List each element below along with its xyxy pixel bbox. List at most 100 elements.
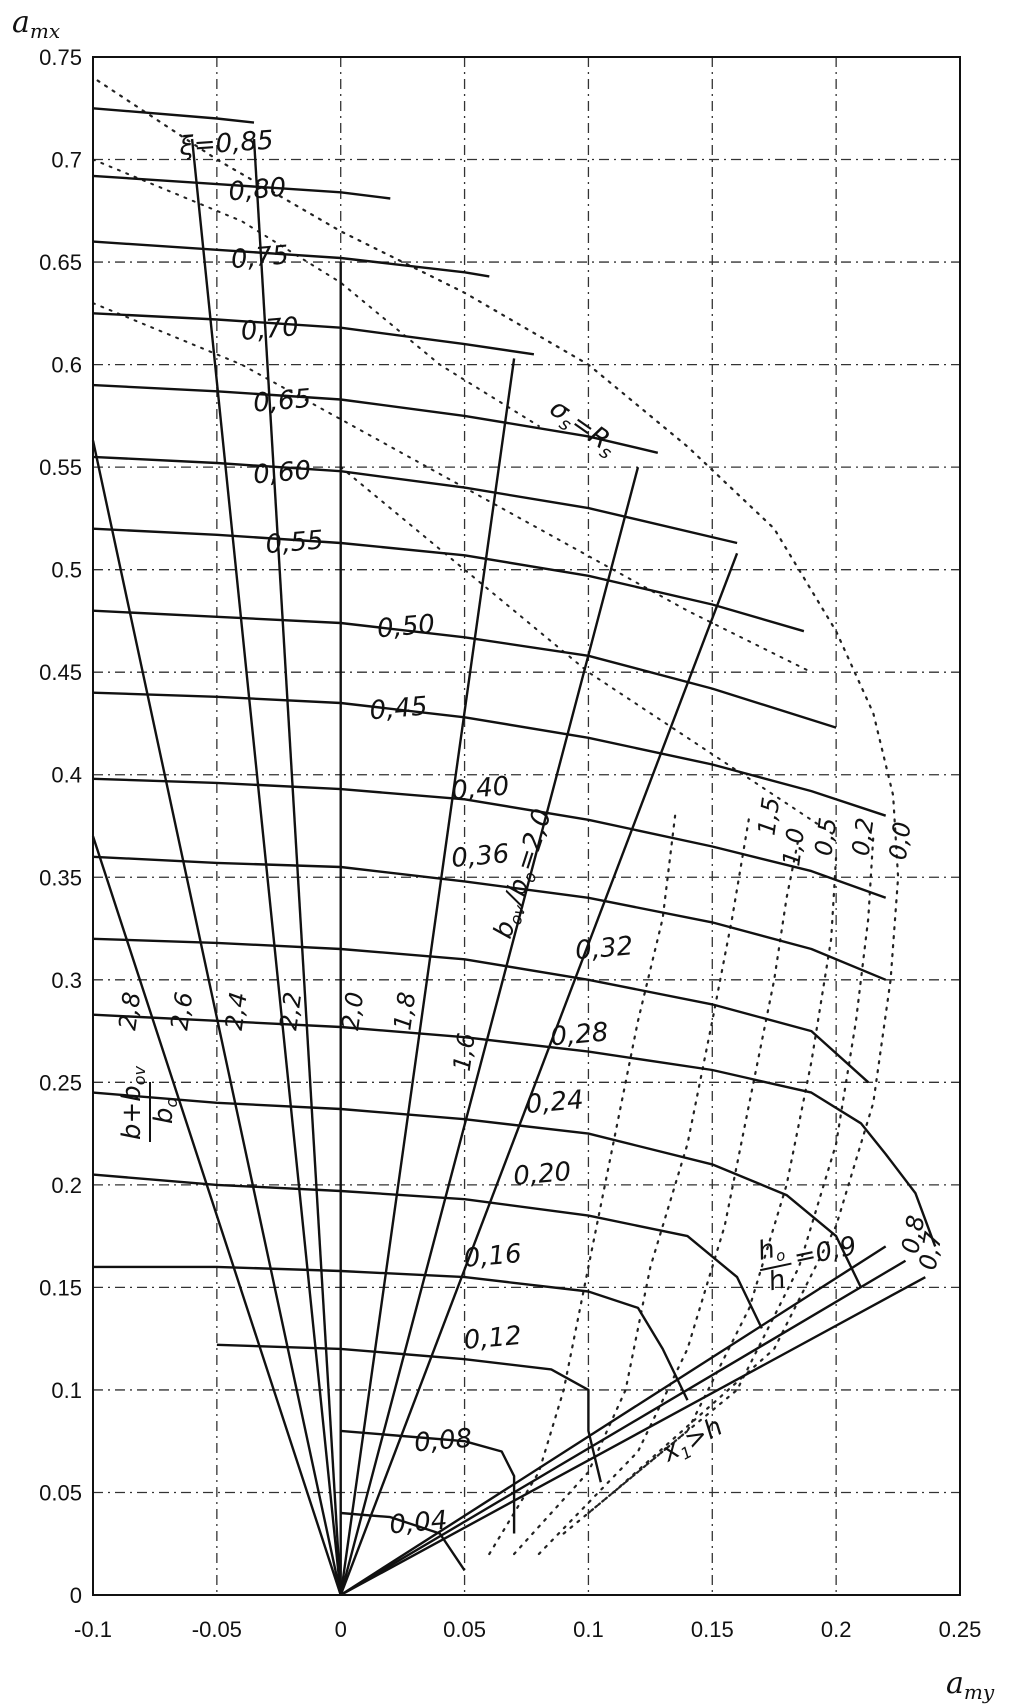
y-tick-label: 0.5	[51, 558, 82, 583]
xi-curve-label: 0,20	[512, 1157, 572, 1192]
hoh-ray	[340, 1245, 887, 1597]
svg-text:bo: bo	[149, 1097, 181, 1124]
dotted-curve	[488, 814, 677, 1556]
ratio-ray	[339, 552, 739, 1596]
y-tick-label: 0.1	[51, 1378, 82, 1403]
xi-curve	[92, 937, 870, 1084]
y-tick-label: 0.75	[39, 45, 82, 70]
dotted-curve	[587, 835, 875, 1515]
ratio-ray-label: 1,8	[388, 990, 421, 1032]
ratio-ray	[91, 440, 342, 1596]
rays	[91, 138, 926, 1597]
y-axis-title: amx	[12, 5, 60, 43]
xi-curve-label: 0,32	[574, 931, 634, 966]
y-tick-label: 0.25	[39, 1070, 82, 1095]
y-tick-label: 0.2	[51, 1173, 82, 1198]
ratio-bov-annotation: bov/bo=2,0	[488, 805, 560, 942]
xi-curve	[92, 1173, 763, 1329]
xi-curve	[340, 1511, 466, 1572]
xi-curve-label: 0,65	[252, 384, 312, 419]
x-tick-label: -0.05	[192, 1617, 242, 1642]
y-tick-label: 0.35	[39, 865, 82, 890]
curve-labels: 0,04 0,08 0,12 0,16 0,20 0,24 0,28 0,32 0,36 0,40…	[113, 173, 948, 1541]
dotted-diagonal	[339, 466, 838, 838]
xi-curve	[93, 1265, 689, 1401]
ratio-ray	[190, 138, 342, 1596]
y-tick-label: 0.6	[51, 353, 82, 378]
y-tick-label: 0.45	[39, 660, 82, 685]
xi-curve	[92, 527, 805, 633]
y-tick-label: 0.4	[51, 763, 82, 788]
x-tick-label: 0.15	[691, 1617, 734, 1642]
dotted-curve-label: 1,0	[777, 826, 810, 868]
ratio-ray	[339, 466, 640, 1596]
xi-curve	[92, 777, 887, 899]
dotted-curve-label: 0,2	[847, 816, 880, 858]
hoh-ray	[340, 1259, 907, 1597]
ratio-ray-label: 2,8	[113, 990, 146, 1032]
dotted-curve-label: 1,5	[752, 795, 785, 837]
xi-curve-label: 0,08	[413, 1423, 473, 1458]
xi-curve-label: 0,75	[230, 240, 290, 275]
hoh-ray-label: 0,7	[914, 1229, 948, 1272]
xi-curve	[92, 312, 535, 356]
svg-text:ho: ho	[755, 1232, 787, 1269]
y-tick-label: 0.65	[39, 250, 82, 275]
xi-curve-label: 0,04	[388, 1506, 448, 1541]
hoh-ray-label: 0,8	[896, 1213, 930, 1255]
ratio-fraction-annotation: b+bov bo	[117, 1065, 181, 1142]
xi-curve-label: 0,28	[549, 1017, 609, 1052]
xi-curve	[340, 1429, 516, 1534]
ratio-ray-label: 2,2	[274, 990, 307, 1032]
x-tick-label: 0.25	[939, 1617, 982, 1642]
xi-curve-label: 0,24	[524, 1085, 584, 1120]
ratio-ray	[91, 835, 342, 1596]
plot-border	[92, 56, 961, 1596]
y-tick-label: 0.15	[39, 1275, 82, 1300]
dotted-diagonal	[92, 158, 540, 428]
xi-curve-label: 0,60	[252, 456, 312, 491]
y-tick-label: 0.55	[39, 455, 82, 480]
xi-curve	[92, 1091, 862, 1288]
ratio-ray	[339, 358, 516, 1596]
xi-annotation: ξ=0,85	[177, 125, 274, 162]
svg-text:bov/bo=2,0: bov/bo=2,0	[488, 805, 560, 942]
svg-text:=0,9: =0,9	[791, 1231, 859, 1273]
ratio-ray-label: 2,4	[220, 990, 253, 1032]
xi-curve	[92, 609, 837, 729]
hoh-ray	[340, 1276, 926, 1597]
xi-curve-label: 0,12	[463, 1321, 523, 1356]
xi-curve-label: 0,45	[368, 691, 428, 726]
x-axis-title: amy	[946, 1666, 995, 1704]
dotted-curve-label: 0,5	[809, 816, 842, 858]
xi-curve	[92, 855, 887, 981]
xi-curve	[92, 383, 659, 454]
xi-curve	[92, 691, 887, 817]
xi-curve-label: 0,80	[227, 173, 287, 208]
x-tick-label: 0	[335, 1617, 347, 1642]
xi-curves	[92, 107, 937, 1572]
svg-text:b+bov: b+bov	[117, 1065, 149, 1140]
xi-curve-label: 0,16	[463, 1239, 523, 1274]
xi-curve-label: 0,50	[376, 609, 436, 644]
xi-curve-label: 0,55	[264, 525, 324, 560]
xi-curve-label: 0,36	[450, 839, 510, 874]
tick-labels: -0.1 -0.05 0 0.05 0.1 0.15 0.2 0.25 0 0.05 0.1 0.15…	[39, 45, 981, 1642]
dotted-curve	[91, 76, 900, 1494]
x-tick-label: -0.1	[74, 1617, 112, 1642]
y-tick-label: 0	[70, 1583, 82, 1608]
x-tick-label: 0.05	[443, 1617, 486, 1642]
ratio-ray-label: 1,6	[448, 1031, 481, 1073]
y-tick-label: 0.05	[39, 1480, 82, 1505]
ratio-ray-label: 2,6	[165, 990, 198, 1032]
svg-text:h: h	[766, 1265, 788, 1298]
ratio-ray-label: 2,0	[336, 990, 369, 1032]
dotted-curve-label: 0,0	[884, 820, 917, 862]
ratio-ray	[252, 138, 342, 1596]
xi-curve	[92, 1013, 937, 1247]
dotted-curve	[562, 855, 838, 1535]
xi-curve	[92, 107, 255, 124]
x-tick-label: 0.2	[821, 1617, 852, 1642]
xi-curve	[92, 455, 738, 545]
